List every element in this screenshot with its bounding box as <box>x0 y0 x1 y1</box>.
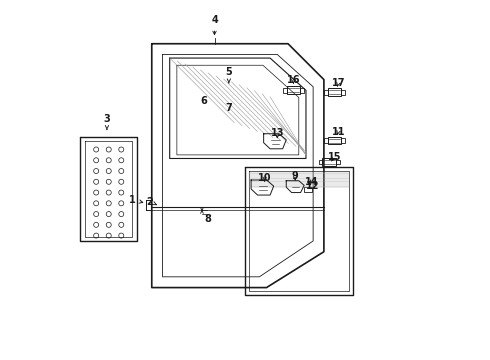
Text: 16: 16 <box>287 75 300 85</box>
Text: 7: 7 <box>225 103 232 113</box>
Bar <box>304 187 312 192</box>
Bar <box>324 138 328 143</box>
Text: 4: 4 <box>211 15 218 35</box>
Text: 15: 15 <box>328 152 342 162</box>
Text: 14: 14 <box>305 177 318 187</box>
Text: 1: 1 <box>129 195 143 205</box>
Text: 17: 17 <box>332 78 345 88</box>
Text: 9: 9 <box>292 171 298 181</box>
Bar <box>319 160 322 165</box>
Text: 2: 2 <box>147 197 156 207</box>
Text: 11: 11 <box>332 127 345 136</box>
Bar <box>328 88 342 96</box>
Bar <box>300 88 304 93</box>
Text: 5: 5 <box>225 67 232 83</box>
Bar <box>342 138 345 143</box>
Text: 13: 13 <box>270 129 284 138</box>
Text: 8: 8 <box>204 215 211 224</box>
Text: 3: 3 <box>103 114 110 130</box>
Bar <box>328 136 342 144</box>
Bar <box>336 160 340 165</box>
Text: 12: 12 <box>306 181 320 192</box>
Bar <box>342 90 345 95</box>
Bar <box>324 90 328 95</box>
Bar <box>322 158 336 166</box>
Bar <box>287 86 300 94</box>
Bar <box>283 88 287 93</box>
Text: 6: 6 <box>200 96 207 106</box>
Text: 10: 10 <box>258 173 271 183</box>
